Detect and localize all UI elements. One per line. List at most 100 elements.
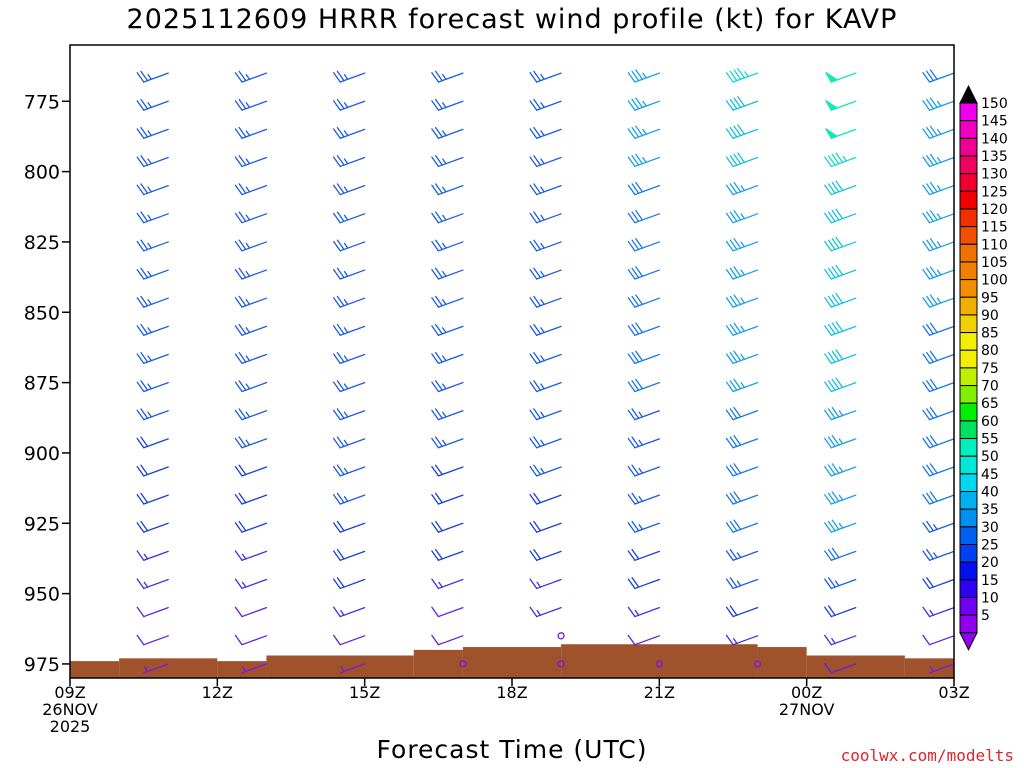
barb-half-flag [245, 130, 251, 137]
barb-flag [238, 98, 247, 110]
barb-flag [635, 181, 644, 193]
barb-flag [431, 297, 440, 308]
barb-flag [725, 212, 734, 224]
barb-flag [929, 378, 938, 390]
barb-flag [333, 606, 341, 618]
barb-flag [529, 437, 538, 449]
wind-barb [333, 380, 366, 393]
wind-barb [136, 634, 169, 646]
barb-flag [725, 522, 734, 533]
wind-barb [431, 548, 464, 561]
wind-barb [234, 295, 268, 308]
barb-flag [140, 464, 149, 476]
barb-flag [831, 181, 840, 193]
barb-flag [431, 606, 440, 618]
barb-flag [238, 520, 247, 532]
barb-half-flag [343, 73, 349, 80]
barb-flag [234, 465, 243, 477]
barb-flag [729, 323, 738, 335]
wind-barb [529, 183, 562, 196]
barb-half-flag [442, 214, 447, 221]
wind-barb [824, 605, 857, 618]
wind-barb [922, 577, 955, 590]
barb-flag [627, 212, 636, 224]
barb-flag [922, 325, 931, 336]
barb-flag [631, 295, 640, 307]
barb-flag [824, 353, 832, 365]
barb-half-flag [147, 186, 152, 193]
barb-flag [136, 325, 145, 336]
barb-flag [926, 520, 934, 532]
wind-barb [825, 99, 857, 111]
colorbar-label: 90 [981, 308, 999, 324]
barb-flag [431, 100, 440, 111]
barb-half-flag [343, 383, 349, 390]
barb-half-flag [740, 353, 746, 360]
barb-flag [238, 126, 247, 138]
barb-flag [431, 268, 440, 280]
barb-flag [733, 69, 742, 80]
terrain-block-0 [70, 661, 120, 678]
barb-flag [824, 494, 832, 505]
barb-flag [926, 577, 934, 588]
wind-barb [824, 435, 857, 449]
barb-half-flag [438, 581, 443, 588]
colorbar-label: 80 [981, 343, 999, 359]
barb-flag [725, 100, 734, 111]
wind-barb [431, 408, 464, 421]
wind-barb [333, 183, 366, 196]
colorbar-swatch [959, 473, 978, 493]
barb-flag [729, 577, 738, 588]
barb-flag [631, 520, 640, 532]
barb-flag [631, 239, 640, 251]
barb-flag [729, 352, 738, 363]
barb-flag [238, 408, 247, 419]
barb-flag [431, 72, 440, 83]
barb-flag [922, 578, 931, 590]
barb-flag [136, 578, 145, 590]
wind-barb [922, 491, 955, 505]
barb-flag [733, 378, 742, 390]
barb-flag [529, 381, 538, 393]
barb-flag [737, 96, 746, 107]
barb-flag [234, 100, 243, 111]
colorbar-swatch [959, 367, 978, 387]
barb-flag [827, 520, 836, 532]
colorbar-label: 100 [981, 273, 1008, 289]
barb-flag [827, 239, 836, 251]
barb-half-flag [540, 355, 545, 362]
barb-flag [234, 494, 243, 505]
wind-barb [824, 264, 857, 280]
barb-flag [333, 100, 341, 111]
barb-flag [922, 634, 931, 646]
colorbar-swatch [959, 402, 978, 422]
barb-flag [922, 550, 931, 561]
barb-flag [635, 294, 644, 306]
barb-flag [827, 211, 836, 222]
wind-barb [529, 436, 562, 449]
barb-flag [729, 295, 738, 307]
barb-flag [835, 152, 844, 163]
barb-half-flag [245, 411, 251, 418]
barb-flag [529, 465, 538, 477]
wind-barb [922, 322, 955, 336]
wind-barb [333, 267, 366, 280]
barb-flag [635, 69, 644, 80]
barb-half-flag [442, 73, 447, 80]
barb-flag [136, 353, 145, 365]
barb-flag [333, 353, 341, 365]
barb-flag [431, 212, 440, 224]
barb-half-flag [241, 581, 247, 588]
credit-link[interactable]: coolwx.com/modelts [841, 746, 1014, 765]
barb-flag [140, 155, 149, 166]
barb-half-flag [343, 411, 349, 418]
barb-flag [238, 267, 247, 279]
barb-flag [725, 381, 734, 393]
barb-flag [929, 266, 938, 277]
barb-flag [926, 239, 934, 251]
barb-flag [238, 211, 247, 222]
wind-barb [627, 548, 660, 561]
wind-barb [431, 267, 464, 280]
barb-flag [333, 184, 341, 196]
wind-barb [529, 606, 562, 618]
